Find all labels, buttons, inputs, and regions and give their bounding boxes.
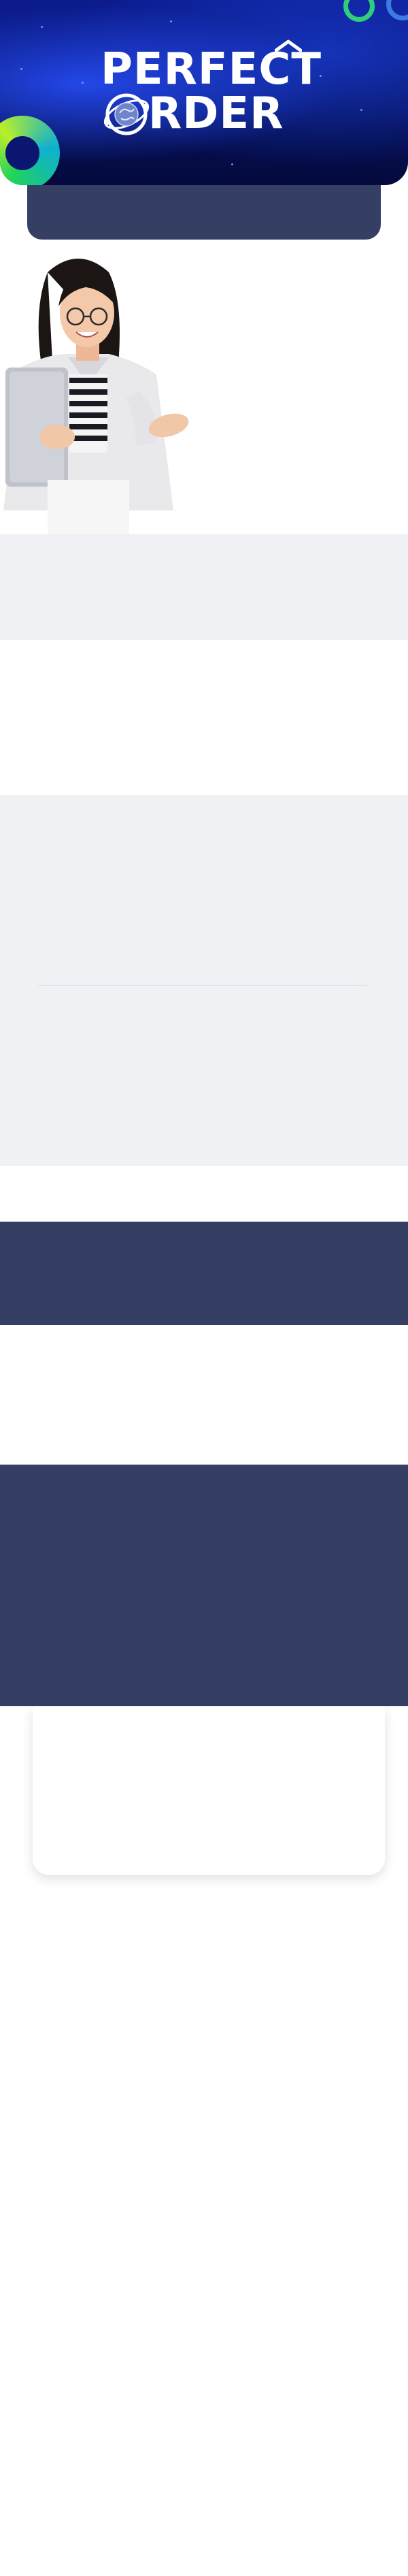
section-light-2 xyxy=(0,795,408,1166)
blue-ring-decoration xyxy=(386,0,408,20)
star-decoration xyxy=(360,109,362,111)
section-navy-1 xyxy=(0,1222,408,1325)
logo-emblem-icon xyxy=(103,93,150,135)
section-light-1 xyxy=(0,534,408,640)
hero-tab-panel xyxy=(27,185,381,240)
star-decoration xyxy=(82,82,84,84)
house-roof-icon xyxy=(275,39,302,52)
woman-with-laptop-illustration xyxy=(3,259,189,534)
star-decoration xyxy=(231,163,233,165)
star-decoration xyxy=(170,20,172,22)
section-divider xyxy=(38,985,367,986)
star-decoration xyxy=(320,75,322,77)
green-ring-decoration xyxy=(343,0,375,22)
star-decoration xyxy=(41,26,43,28)
star-decoration xyxy=(20,68,22,70)
logo-text-line1: PERFECT xyxy=(101,44,322,95)
info-card xyxy=(33,1706,385,1875)
section-navy-2 xyxy=(0,1465,408,1706)
hero-banner: PERFECT RDER xyxy=(0,0,408,185)
logo-text-line2: RDER xyxy=(148,88,284,139)
green-orb-decoration xyxy=(0,116,60,185)
